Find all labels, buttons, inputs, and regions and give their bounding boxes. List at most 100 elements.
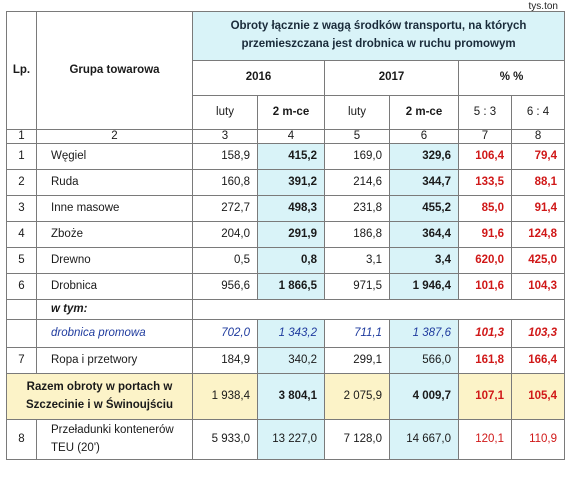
cell-luty-2016: 0,5 xyxy=(192,247,258,275)
column-number-row: 1 2 3 4 5 6 7 8 xyxy=(6,128,566,145)
row-lp: 8 xyxy=(6,419,37,461)
cell-2mce-2017: 1 387,6 xyxy=(389,319,459,349)
cell-2mce-2017: 566,0 xyxy=(389,347,459,375)
cell-2mce-2017: 364,4 xyxy=(389,221,459,249)
cell-2mce-2016: 1 343,2 xyxy=(257,319,325,349)
cell-2mce-2016: 391,2 xyxy=(257,169,325,197)
cell-luty-2017: 711,1 xyxy=(324,319,390,349)
header-row-1: Lp. Grupa towarowa Obroty łącznie z wagą… xyxy=(6,11,566,130)
row-name: Ruda xyxy=(36,169,193,197)
cell-2mce-2016: 13 227,0 xyxy=(257,419,325,461)
cell-luty-2016: 158,9 xyxy=(192,143,258,171)
row-lp: 2 xyxy=(6,169,37,197)
cell-2mce-2017: 455,2 xyxy=(389,195,459,223)
header-row-2: 2016 2017 % % xyxy=(7,60,566,96)
row-name: Ropa i przetwory xyxy=(36,347,193,375)
cell-luty-2017: 186,8 xyxy=(324,221,390,249)
cell-luty-2017: 971,5 xyxy=(324,273,390,301)
cell-ratio-6-4: 88,1 xyxy=(510,169,566,197)
cargo-turnover-table: Lp. Grupa towarowa Obroty łącznie z wagą… xyxy=(6,11,566,461)
cell-ratio-6-4: 104,3 xyxy=(510,273,566,301)
sub-header-ratio-5-3: 5 : 3 xyxy=(458,95,512,130)
header-row-3: luty 2 m-ce luty 2 m-ce 5 : 3 6 : 4 xyxy=(7,95,566,130)
row-name: Inne masowe xyxy=(36,195,193,223)
cell-luty-2016: 204,0 xyxy=(192,221,258,249)
cell-ratio-6-4: 124,8 xyxy=(510,221,566,249)
cell-ratio-6-4: 110,9 xyxy=(510,419,566,461)
column-number: 1 xyxy=(6,128,37,145)
cell-luty-2017: 299,1 xyxy=(324,347,390,375)
cell-2mce-2017: 1 946,4 xyxy=(389,273,459,301)
cell-ratio-5-3: 85,0 xyxy=(458,195,512,223)
cell-2mce-2017: 344,7 xyxy=(389,169,459,197)
column-number: 6 xyxy=(389,128,459,145)
cell-2mce-2016: 291,9 xyxy=(257,221,325,249)
cell-ratio-5-3: 106,4 xyxy=(458,143,512,171)
cell-ratio-5-3: 107,1 xyxy=(458,373,512,421)
cell-2mce-2016: 415,2 xyxy=(257,143,325,171)
cell-2mce-2016: 1 866,5 xyxy=(257,273,325,301)
cell-ratio-5-3: 161,8 xyxy=(458,347,512,375)
cell-2mce-2017: 4 009,7 xyxy=(389,373,459,421)
percent-header: % % xyxy=(457,60,566,96)
cell-luty-2016: 1 938,4 xyxy=(192,373,258,421)
subtotal-note-row: w tym: xyxy=(6,299,566,321)
sub-header-luty-2016: luty xyxy=(192,95,258,130)
empty-lp xyxy=(6,319,37,349)
row-lp: 7 xyxy=(6,347,37,375)
cell-luty-2016: 272,7 xyxy=(192,195,258,223)
cell-2mce-2017: 14 667,0 xyxy=(389,419,459,461)
cell-ratio-5-3: 133,5 xyxy=(458,169,512,197)
cell-ratio-5-3: 101,6 xyxy=(458,273,512,301)
column-number: 3 xyxy=(192,128,258,145)
cell-luty-2016: 160,8 xyxy=(192,169,258,197)
row-name: Przeładunki kontenerów TEU (20') xyxy=(36,419,193,461)
row-lp: 5 xyxy=(6,247,37,275)
cell-luty-2016: 5 933,0 xyxy=(192,419,258,461)
column-number: 4 xyxy=(257,128,325,145)
row-name: Drewno xyxy=(36,247,193,275)
cell-ratio-5-3: 120,1 xyxy=(458,419,512,461)
table-row: 1 Węgiel 158,9 415,2 169,0 329,6 106,4 7… xyxy=(6,143,566,171)
cell-ratio-5-3: 620,0 xyxy=(458,247,512,275)
sub-header-ratio-6-4: 6 : 4 xyxy=(510,95,566,130)
total-label: Razem obroty w portach w Szczecinie i w … xyxy=(6,373,193,421)
sub-header-luty-2017: luty xyxy=(324,95,390,130)
cell-2mce-2016: 498,3 xyxy=(257,195,325,223)
table-row: 7 Ropa i przetwory 184,9 340,2 299,1 566… xyxy=(6,347,566,375)
table-row: 6 Drobnica 956,6 1 866,5 971,5 1 946,4 1… xyxy=(6,273,566,301)
cell-luty-2017: 7 128,0 xyxy=(324,419,390,461)
table-row-teu: 8 Przeładunki kontenerów TEU (20') 5 933… xyxy=(6,419,566,461)
cell-ratio-6-4: 91,4 xyxy=(510,195,566,223)
cell-luty-2016: 702,0 xyxy=(192,319,258,349)
table-row: 2 Ruda 160,8 391,2 214,6 344,7 133,5 88,… xyxy=(6,169,566,197)
cell-luty-2017: 231,8 xyxy=(324,195,390,223)
sub-header-2mce-2017: 2 m-ce xyxy=(389,95,459,130)
cell-luty-2017: 169,0 xyxy=(324,143,390,171)
table-title: Obroty łącznie z wagą środków transportu… xyxy=(191,11,566,61)
row-lp: 3 xyxy=(6,195,37,223)
column-number: 5 xyxy=(324,128,390,145)
row-name: Zboże xyxy=(36,221,193,249)
group-header: Grupa towarowa xyxy=(36,11,193,130)
unit-label: tys.ton xyxy=(528,1,558,12)
cell-ratio-6-4: 425,0 xyxy=(510,247,566,275)
row-name: Węgiel xyxy=(36,143,193,171)
cell-luty-2016: 956,6 xyxy=(192,273,258,301)
table-row: 5 Drewno 0,5 0,8 3,1 3,4 620,0 425,0 xyxy=(6,247,566,275)
lp-header: Lp. xyxy=(6,11,37,130)
column-number: 2 xyxy=(36,128,193,145)
cell-2mce-2016: 340,2 xyxy=(257,347,325,375)
sub-header-2mce-2016: 2 m-ce xyxy=(257,95,325,130)
year-2017-header: 2017 xyxy=(324,60,459,96)
table-row-promo: drobnica promowa 702,0 1 343,2 711,1 1 3… xyxy=(6,319,566,349)
row-name: Drobnica xyxy=(36,273,193,301)
cell-2mce-2017: 329,6 xyxy=(389,143,459,171)
row-lp: 4 xyxy=(6,221,37,249)
cell-2mce-2016: 3 804,1 xyxy=(257,373,325,421)
w-tym-label: w tym: xyxy=(36,299,193,321)
cell-ratio-6-4: 103,3 xyxy=(510,319,566,349)
total-row: Razem obroty w portach w Szczecinie i w … xyxy=(6,373,566,421)
cell-ratio-6-4: 166,4 xyxy=(510,347,566,375)
year-2016-header: 2016 xyxy=(192,60,325,96)
